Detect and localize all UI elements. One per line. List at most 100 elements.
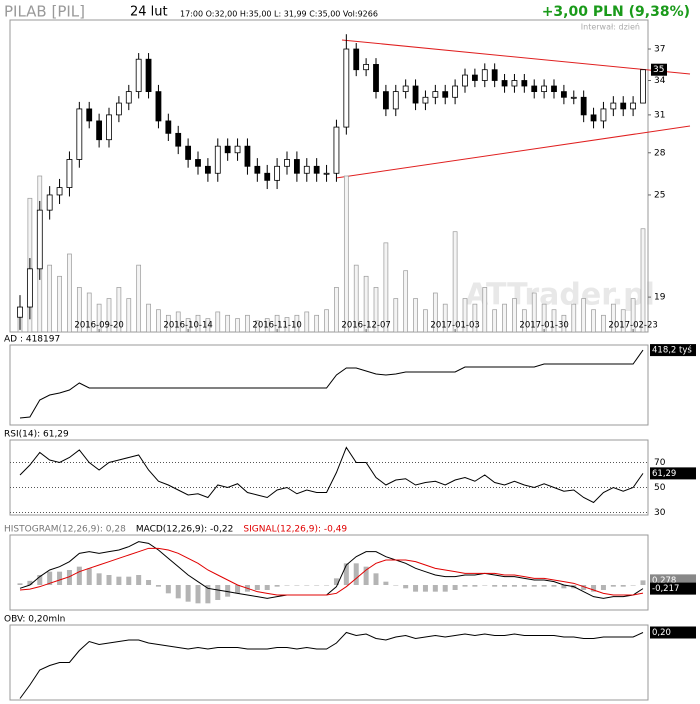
obv-panel [9, 624, 649, 701]
volume-bar [76, 287, 82, 333]
candle-body [323, 172, 330, 175]
histogram-bar [630, 585, 636, 586]
histogram-bar [502, 585, 508, 587]
volume-bar [146, 303, 151, 333]
candle-body [254, 165, 261, 174]
volume-bar [225, 314, 231, 333]
watermark: ATTrader.pl [465, 278, 655, 313]
histogram-bar [165, 585, 171, 594]
histogram-bar [235, 585, 241, 594]
candle-body [521, 80, 528, 87]
candle-body [570, 96, 577, 99]
volume-bar [116, 287, 122, 333]
histogram-bar [551, 585, 557, 587]
volume-bar [521, 309, 527, 333]
histogram-bar [96, 573, 102, 585]
candle-body [630, 102, 637, 110]
volume-bar [462, 298, 468, 333]
volume-bar [620, 309, 626, 333]
y-tick-label: 70 [654, 458, 666, 468]
candle-body [462, 74, 468, 87]
volume-bar [482, 287, 488, 333]
value-box [650, 344, 696, 357]
candle-body [155, 91, 162, 122]
histogram-bar [106, 575, 112, 585]
volume-bar [324, 309, 329, 333]
price-change: +3,00 PLN (9,38%) [542, 4, 690, 20]
candle-body [214, 145, 221, 174]
interval: Interwał: dzień [581, 23, 640, 32]
candle-body [204, 165, 211, 174]
volume-bar [561, 314, 567, 333]
value-box [650, 582, 696, 595]
candle-body [234, 145, 241, 154]
volume-bar [126, 298, 132, 333]
histogram-bar [146, 580, 152, 585]
histogram-bar [363, 566, 369, 585]
rsi-panel [9, 439, 649, 516]
histogram-bar [403, 585, 409, 589]
volume-bar [86, 292, 92, 333]
volume-bar [571, 303, 577, 333]
price-box [651, 63, 667, 76]
candle-body [106, 114, 112, 141]
volume-bar [215, 311, 221, 333]
candle-body [343, 48, 350, 128]
legend-entry: MACD(12,26,9): -0,22 [136, 525, 234, 535]
histogram-bar [195, 585, 201, 604]
y-tick-label: 37 [654, 45, 665, 55]
x-tick-label: 2016-10-14 [163, 321, 212, 331]
volume-bar [492, 309, 498, 333]
histogram-bar [76, 566, 82, 585]
candle-body [17, 306, 23, 318]
candle-body [610, 102, 617, 110]
volume-bar [67, 253, 72, 333]
candle-body [175, 132, 182, 147]
panel-title: RSI(14): 61,29 [4, 430, 69, 440]
histogram-bar [17, 583, 23, 585]
histogram-bar [66, 570, 72, 585]
volume-bar [254, 320, 260, 333]
candle-body [284, 159, 290, 167]
volume-bar [156, 309, 161, 333]
histogram-bar [27, 580, 33, 585]
volume-bar [423, 309, 428, 333]
x-tick-label: 2017-02-23 [608, 321, 657, 331]
volume-bar [551, 309, 557, 333]
candle-body [580, 96, 587, 116]
trend-line [335, 125, 691, 179]
histogram-bar [591, 585, 597, 592]
candle-body [640, 69, 646, 104]
y-tick-label: 50 [654, 483, 666, 493]
x-tick-label: 2016-09-20 [74, 321, 123, 331]
candle-body [76, 108, 83, 160]
candle-body [452, 85, 459, 98]
quote-info: 17:00 O:32,00 H:35,00 L: 31,99 C:35,00 V… [180, 10, 378, 19]
histogram-bar [47, 571, 53, 585]
candle-body [145, 58, 152, 93]
y-tick-label: 19 [654, 293, 666, 303]
histogram-bar [600, 585, 606, 590]
histogram-bar [442, 585, 448, 592]
volume-bar [373, 287, 379, 333]
volume-bar [413, 298, 418, 333]
volume-bar [304, 311, 310, 333]
volume-bar [136, 264, 142, 333]
candle-body [66, 159, 73, 188]
histogram-bar [254, 585, 260, 590]
histogram-bar [482, 585, 488, 586]
histogram-bar [541, 585, 547, 587]
histogram-bar [57, 571, 63, 585]
volume-bar [294, 314, 300, 333]
histogram-bar [205, 585, 211, 604]
ad-panel [9, 344, 649, 426]
volume-bar [165, 314, 171, 333]
histogram-bar [492, 585, 498, 587]
histogram-bar [640, 580, 646, 585]
panel-title: OBV: 0,20mln [4, 615, 65, 625]
candle-body [373, 64, 379, 93]
candle-body [26, 268, 33, 308]
indicator-line [19, 631, 644, 699]
volume-bar [591, 309, 596, 333]
candle-body [620, 102, 627, 110]
